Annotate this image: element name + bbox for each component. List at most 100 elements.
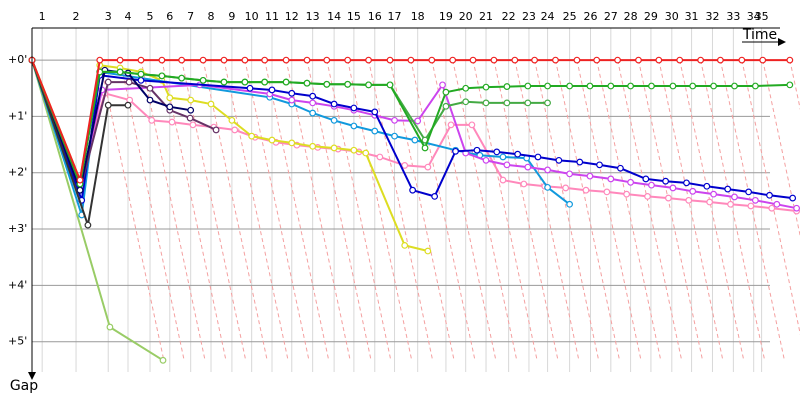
data-point xyxy=(789,194,797,202)
data-point xyxy=(146,84,154,92)
data-point xyxy=(793,204,800,212)
data-point xyxy=(469,56,477,64)
data-point xyxy=(596,161,603,169)
data-point xyxy=(503,99,511,107)
x-tick-label: 28 xyxy=(624,10,638,23)
data-point xyxy=(199,76,207,84)
data-point xyxy=(482,99,490,107)
x-tick-label: 15 xyxy=(347,10,361,23)
data-point xyxy=(493,148,501,156)
data-point xyxy=(391,132,398,140)
data-point xyxy=(220,78,228,86)
lap-line xyxy=(452,59,518,361)
data-point xyxy=(544,183,551,191)
data-point xyxy=(261,56,269,64)
data-point xyxy=(648,181,655,189)
data-point xyxy=(759,56,767,64)
data-point xyxy=(627,82,634,90)
data-point xyxy=(531,56,538,64)
data-point xyxy=(137,56,145,64)
lap-lines xyxy=(99,59,800,361)
x-tick-label: 34 xyxy=(747,10,761,23)
data-point xyxy=(344,56,352,64)
data-point xyxy=(84,221,92,229)
data-point xyxy=(323,56,331,64)
data-point xyxy=(593,56,601,64)
data-point xyxy=(401,162,409,169)
data-point xyxy=(555,156,563,164)
data-point xyxy=(407,56,415,64)
lap-line xyxy=(658,59,724,361)
data-point xyxy=(697,56,705,64)
data-point xyxy=(411,136,419,144)
data-point xyxy=(627,178,634,186)
lap-line xyxy=(596,59,662,361)
series-line xyxy=(31,59,128,226)
x-tick-label: 9 xyxy=(228,10,235,23)
data-point xyxy=(166,94,174,102)
data-point xyxy=(544,166,551,174)
data-point xyxy=(371,127,379,135)
series-line xyxy=(31,59,797,210)
data-point xyxy=(669,184,677,192)
data-point xyxy=(371,108,379,116)
lap-line xyxy=(368,59,434,361)
data-point xyxy=(607,82,615,90)
data-point xyxy=(350,122,358,130)
data-point xyxy=(716,56,724,64)
data-point xyxy=(96,56,104,64)
data-point xyxy=(350,104,358,112)
lap-line xyxy=(514,59,580,361)
data-point xyxy=(137,76,145,84)
x-tick-label: 29 xyxy=(644,10,658,23)
data-point xyxy=(689,187,697,195)
data-point xyxy=(189,121,197,129)
lap-line xyxy=(140,59,206,361)
x-tick-label: 8 xyxy=(208,10,215,23)
x-tick-label: 7 xyxy=(187,10,194,23)
x-tick-label: 30 xyxy=(665,10,679,23)
data-point xyxy=(178,56,186,64)
data-point xyxy=(511,56,519,64)
data-point xyxy=(386,81,394,89)
x-tick-label: 20 xyxy=(459,10,473,23)
series-line xyxy=(31,59,793,201)
series-layer xyxy=(28,56,800,364)
data-point xyxy=(473,146,481,154)
series-line xyxy=(31,59,191,194)
data-point xyxy=(428,56,436,64)
data-point xyxy=(566,170,573,178)
data-point xyxy=(159,356,167,364)
data-point xyxy=(344,80,352,88)
lap-line xyxy=(223,59,289,361)
data-point xyxy=(669,82,677,90)
data-point xyxy=(503,161,511,169)
data-point xyxy=(268,136,276,144)
y-tick-label: +0' xyxy=(8,53,27,66)
data-point xyxy=(751,196,759,204)
grid xyxy=(32,28,770,372)
lap-line xyxy=(285,59,351,361)
x-tick-label: 16 xyxy=(368,10,382,23)
data-point xyxy=(288,89,296,97)
x-tick-label: 31 xyxy=(685,10,699,23)
data-point xyxy=(241,56,249,64)
data-point xyxy=(414,117,422,125)
data-point xyxy=(544,82,551,90)
x-tick-label: 21 xyxy=(479,10,493,23)
lap-line xyxy=(410,59,476,361)
x-tick-label: 26 xyxy=(583,10,597,23)
data-point xyxy=(166,103,174,111)
data-point xyxy=(376,153,384,161)
x-tick-label: 14 xyxy=(327,10,341,23)
data-point xyxy=(617,164,624,172)
x-tick-label: 22 xyxy=(502,10,516,23)
data-point xyxy=(586,82,594,90)
lap-line xyxy=(264,59,330,361)
data-point xyxy=(76,176,84,184)
data-point xyxy=(635,56,642,64)
lap-line xyxy=(576,59,642,361)
data-point xyxy=(303,79,311,87)
data-point xyxy=(566,200,573,208)
